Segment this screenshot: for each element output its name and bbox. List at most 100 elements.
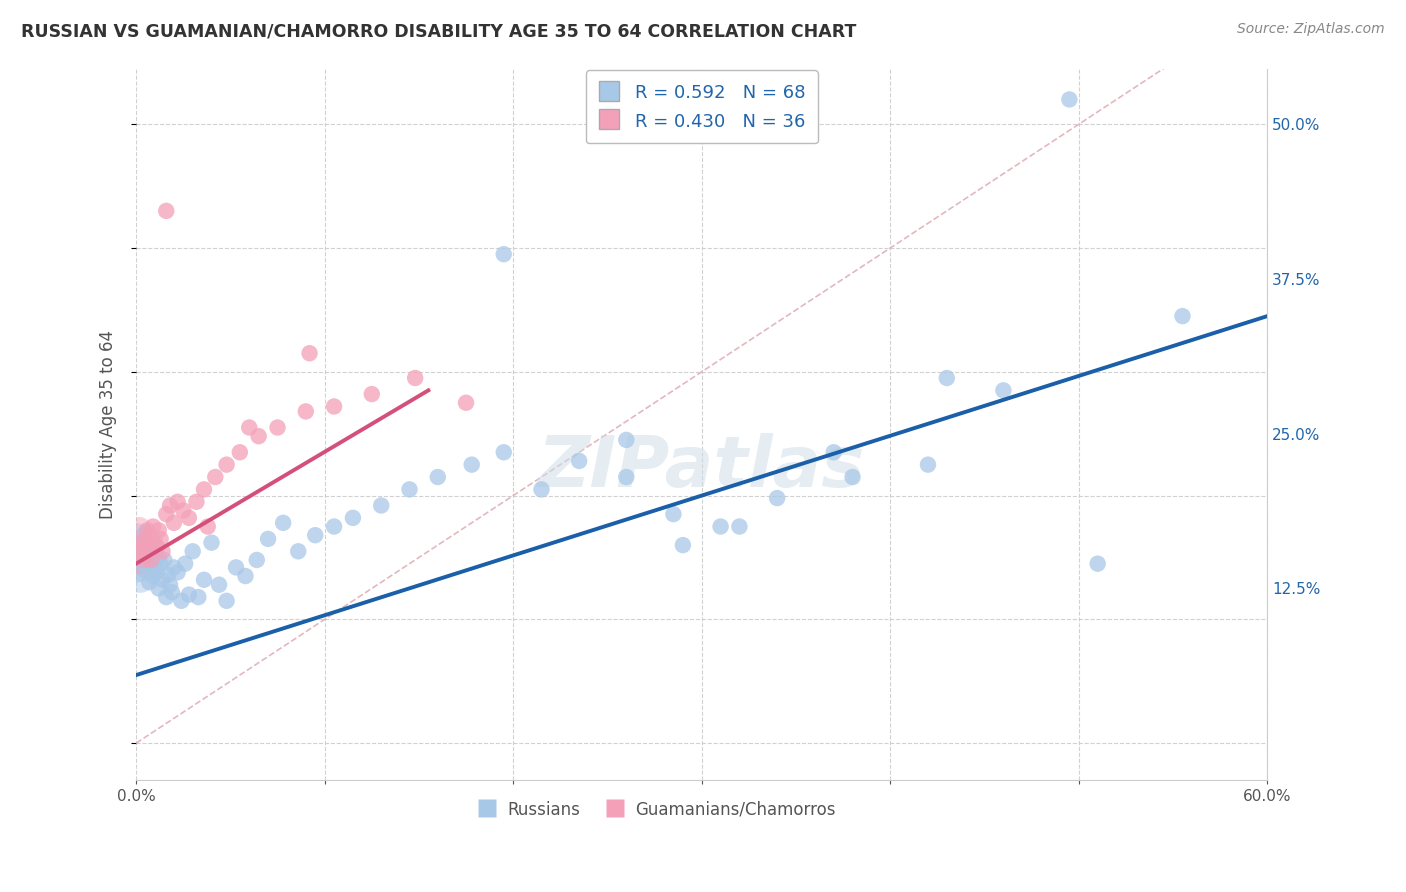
- Point: [163, 560, 186, 574]
- Point: [177, 588, 200, 602]
- Point: [298, 346, 321, 360]
- Point: [370, 499, 392, 513]
- Point: [166, 566, 188, 580]
- Point: [125, 549, 148, 563]
- Point: [917, 458, 939, 472]
- Point: [141, 544, 163, 558]
- Point: [146, 541, 169, 555]
- Point: [148, 550, 170, 565]
- Point: [823, 445, 845, 459]
- Point: [141, 553, 163, 567]
- Point: [149, 557, 172, 571]
- Point: [1171, 309, 1194, 323]
- Point: [138, 528, 160, 542]
- Point: [672, 538, 695, 552]
- Point: [568, 454, 591, 468]
- Point: [146, 566, 169, 580]
- Point: [662, 507, 685, 521]
- Point: [238, 420, 260, 434]
- Point: [294, 404, 316, 418]
- Point: [125, 562, 148, 576]
- Point: [136, 563, 159, 577]
- Point: [128, 541, 150, 556]
- Point: [135, 550, 157, 565]
- Point: [136, 544, 159, 558]
- Point: [235, 569, 257, 583]
- Point: [132, 553, 155, 567]
- Point: [128, 544, 150, 558]
- Point: [131, 538, 153, 552]
- Point: [266, 420, 288, 434]
- Point: [160, 585, 183, 599]
- Point: [247, 429, 270, 443]
- Point: [163, 516, 186, 530]
- Point: [935, 371, 957, 385]
- Point: [193, 483, 215, 497]
- Point: [131, 556, 153, 570]
- Point: [426, 470, 449, 484]
- Point: [1087, 557, 1109, 571]
- Point: [143, 535, 166, 549]
- Point: [152, 544, 174, 558]
- Point: [360, 387, 382, 401]
- Point: [200, 535, 222, 549]
- Point: [186, 495, 208, 509]
- Point: [148, 523, 170, 537]
- Point: [132, 557, 155, 571]
- Point: [404, 371, 426, 385]
- Text: RUSSIAN VS GUAMANIAN/CHAMORRO DISABILITY AGE 35 TO 64 CORRELATION CHART: RUSSIAN VS GUAMANIAN/CHAMORRO DISABILITY…: [21, 22, 856, 40]
- Point: [155, 203, 177, 218]
- Point: [166, 495, 188, 509]
- Point: [174, 557, 197, 571]
- Point: [993, 384, 1015, 398]
- Point: [143, 538, 166, 552]
- Point: [193, 573, 215, 587]
- Point: [149, 532, 172, 546]
- Point: [177, 511, 200, 525]
- Point: [187, 590, 209, 604]
- Point: [215, 458, 238, 472]
- Point: [131, 538, 153, 552]
- Point: [215, 594, 238, 608]
- Point: [142, 569, 165, 583]
- Point: [155, 590, 177, 604]
- Point: [152, 573, 174, 587]
- Point: [197, 519, 219, 533]
- Point: [181, 544, 204, 558]
- Point: [159, 578, 181, 592]
- Point: [131, 535, 153, 549]
- Point: [135, 532, 157, 546]
- Point: [170, 594, 193, 608]
- Point: [128, 522, 150, 536]
- Point: [208, 578, 231, 592]
- Point: [138, 541, 160, 555]
- Point: [257, 532, 280, 546]
- Point: [148, 582, 170, 596]
- Point: [271, 516, 294, 530]
- Point: [342, 511, 364, 525]
- Point: [153, 553, 176, 567]
- Text: ZIPatlas: ZIPatlas: [538, 433, 866, 501]
- Point: [1059, 93, 1081, 107]
- Point: [454, 396, 477, 410]
- Point: [287, 544, 309, 558]
- Point: [143, 560, 166, 574]
- Point: [323, 400, 346, 414]
- Point: [157, 567, 180, 582]
- Point: [136, 532, 159, 546]
- Point: [492, 445, 515, 459]
- Point: [710, 519, 733, 533]
- Point: [492, 247, 515, 261]
- Point: [142, 553, 165, 567]
- Point: [132, 534, 155, 549]
- Point: [136, 523, 159, 537]
- Point: [246, 553, 269, 567]
- Point: [159, 499, 181, 513]
- Y-axis label: Disability Age 35 to 64: Disability Age 35 to 64: [100, 330, 117, 519]
- Point: [460, 458, 482, 472]
- Point: [128, 561, 150, 575]
- Point: [172, 503, 194, 517]
- Point: [132, 557, 155, 571]
- Point: [125, 530, 148, 544]
- Point: [204, 470, 226, 484]
